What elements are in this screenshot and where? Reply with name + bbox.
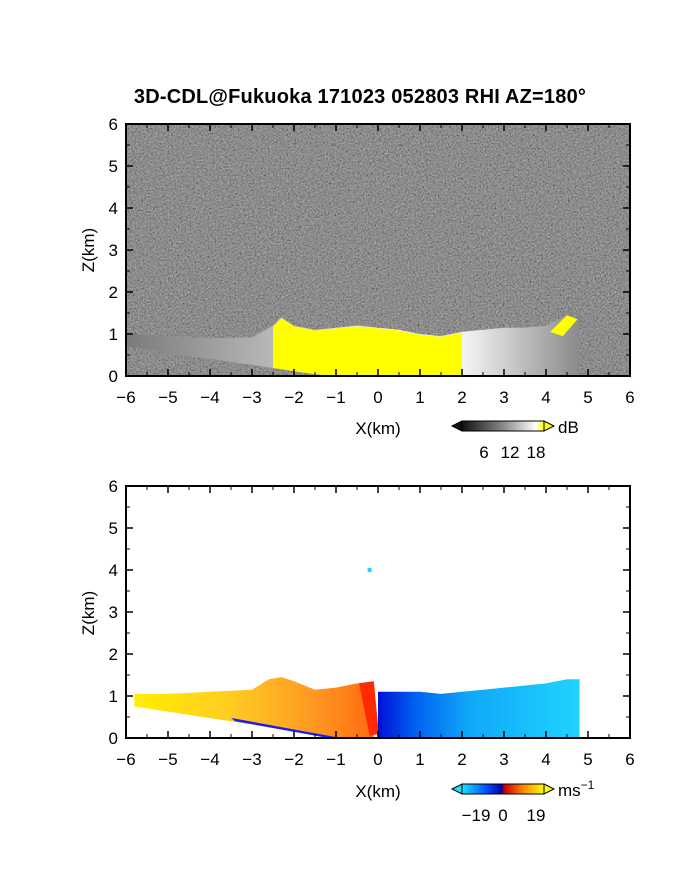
y-axis-label-bottom: Z(km) — [79, 591, 98, 635]
x-tick-label: −1 — [326, 388, 345, 407]
axis-ticks-bottom: −6 −5 −4 −3 −2 −1 0 1 2 3 4 5 6 0 1 2 3 4 5 6 — [109, 477, 635, 769]
x-tick-label: 5 — [583, 388, 592, 407]
y-tick-label: 0 — [109, 729, 118, 748]
chart-title: 3D-CDL@Fukuoka 171023 052803 RHI AZ=180° — [133, 86, 587, 108]
y-tick-label: 4 — [109, 199, 118, 218]
axis-ticks-top: −6 −5 −4 −3 −2 −1 0 1 2 3 4 5 6 0 1 2 3 4 5 6 — [109, 115, 635, 407]
y-tick-label: 5 — [109, 519, 118, 538]
x-tick-label: −6 — [116, 750, 135, 769]
colorbar-tick-label: 6 — [479, 443, 488, 462]
colorbar-tick-label: 18 — [527, 443, 546, 462]
x-tick-label: −4 — [200, 388, 219, 407]
x-tick-label: −1 — [326, 750, 345, 769]
colorbar-velocity-unit: ms−1 — [558, 778, 595, 800]
y-tick-label: 2 — [109, 283, 118, 302]
x-tick-label: −4 — [200, 750, 219, 769]
x-tick-label: 2 — [457, 388, 466, 407]
echo-region-yellow-right — [550, 315, 578, 337]
x-tick-label: 1 — [415, 750, 424, 769]
velocity-region-positive — [134, 677, 374, 738]
x-tick-label: −5 — [158, 750, 177, 769]
x-tick-label: −2 — [284, 388, 303, 407]
colorbar-tick-label: 19 — [527, 806, 546, 825]
x-tick-label: −5 — [158, 388, 177, 407]
y-tick-label: 1 — [109, 325, 118, 344]
x-tick-label: 6 — [625, 750, 634, 769]
colorbar-unit-exponent: −1 — [581, 778, 595, 792]
colorbar-tick-label: −19 — [462, 806, 491, 825]
velocity-panel: −6 −5 −4 −3 −2 −1 0 1 2 3 4 5 6 0 1 2 3 4 5 6 Z(km) X(km) m… — [79, 477, 635, 825]
x-tick-label: 2 — [457, 750, 466, 769]
x-tick-label: 3 — [499, 388, 508, 407]
colorbar-velocity: ms−1 −19 0 19 — [450, 778, 595, 825]
y-tick-label: 3 — [109, 241, 118, 260]
velocity-base-blue — [231, 717, 336, 738]
x-tick-label: 0 — [373, 388, 382, 407]
echo-region-yellow — [273, 318, 462, 376]
x-tick-label: 3 — [499, 750, 508, 769]
x-axis-label-bottom: X(km) — [355, 782, 400, 801]
x-tick-label: −6 — [116, 388, 135, 407]
y-tick-label: 6 — [109, 477, 118, 496]
y-tick-label: 1 — [109, 687, 118, 706]
colorbar-tick-label: 0 — [498, 806, 507, 825]
x-tick-label: 0 — [373, 750, 382, 769]
x-axis-label-top: X(km) — [355, 419, 400, 438]
y-tick-label: 5 — [109, 157, 118, 176]
x-tick-label: 5 — [583, 750, 592, 769]
colorbar-db-unit: dB — [558, 418, 579, 437]
colorbar-db: dB 6 12 18 — [450, 418, 579, 462]
x-tick-label: 1 — [415, 388, 424, 407]
x-tick-label: −2 — [284, 750, 303, 769]
y-tick-label: 3 — [109, 603, 118, 622]
y-tick-label: 4 — [109, 561, 118, 580]
velocity-region-negative — [378, 679, 580, 738]
velocity-region-red — [359, 681, 379, 736]
x-tick-label: −3 — [242, 388, 261, 407]
x-tick-label: 6 — [625, 388, 634, 407]
isolated-velocity-point — [367, 568, 372, 572]
colorbar-tick-label: 12 — [501, 443, 520, 462]
y-tick-label: 0 — [109, 367, 118, 386]
x-tick-label: 4 — [541, 750, 550, 769]
y-tick-label: 6 — [109, 115, 118, 134]
y-tick-label: 2 — [109, 645, 118, 664]
x-tick-label: 4 — [541, 388, 550, 407]
x-tick-label: −3 — [242, 750, 261, 769]
colorbar-unit-base: ms — [558, 781, 581, 800]
y-axis-label-top: Z(km) — [79, 228, 98, 272]
